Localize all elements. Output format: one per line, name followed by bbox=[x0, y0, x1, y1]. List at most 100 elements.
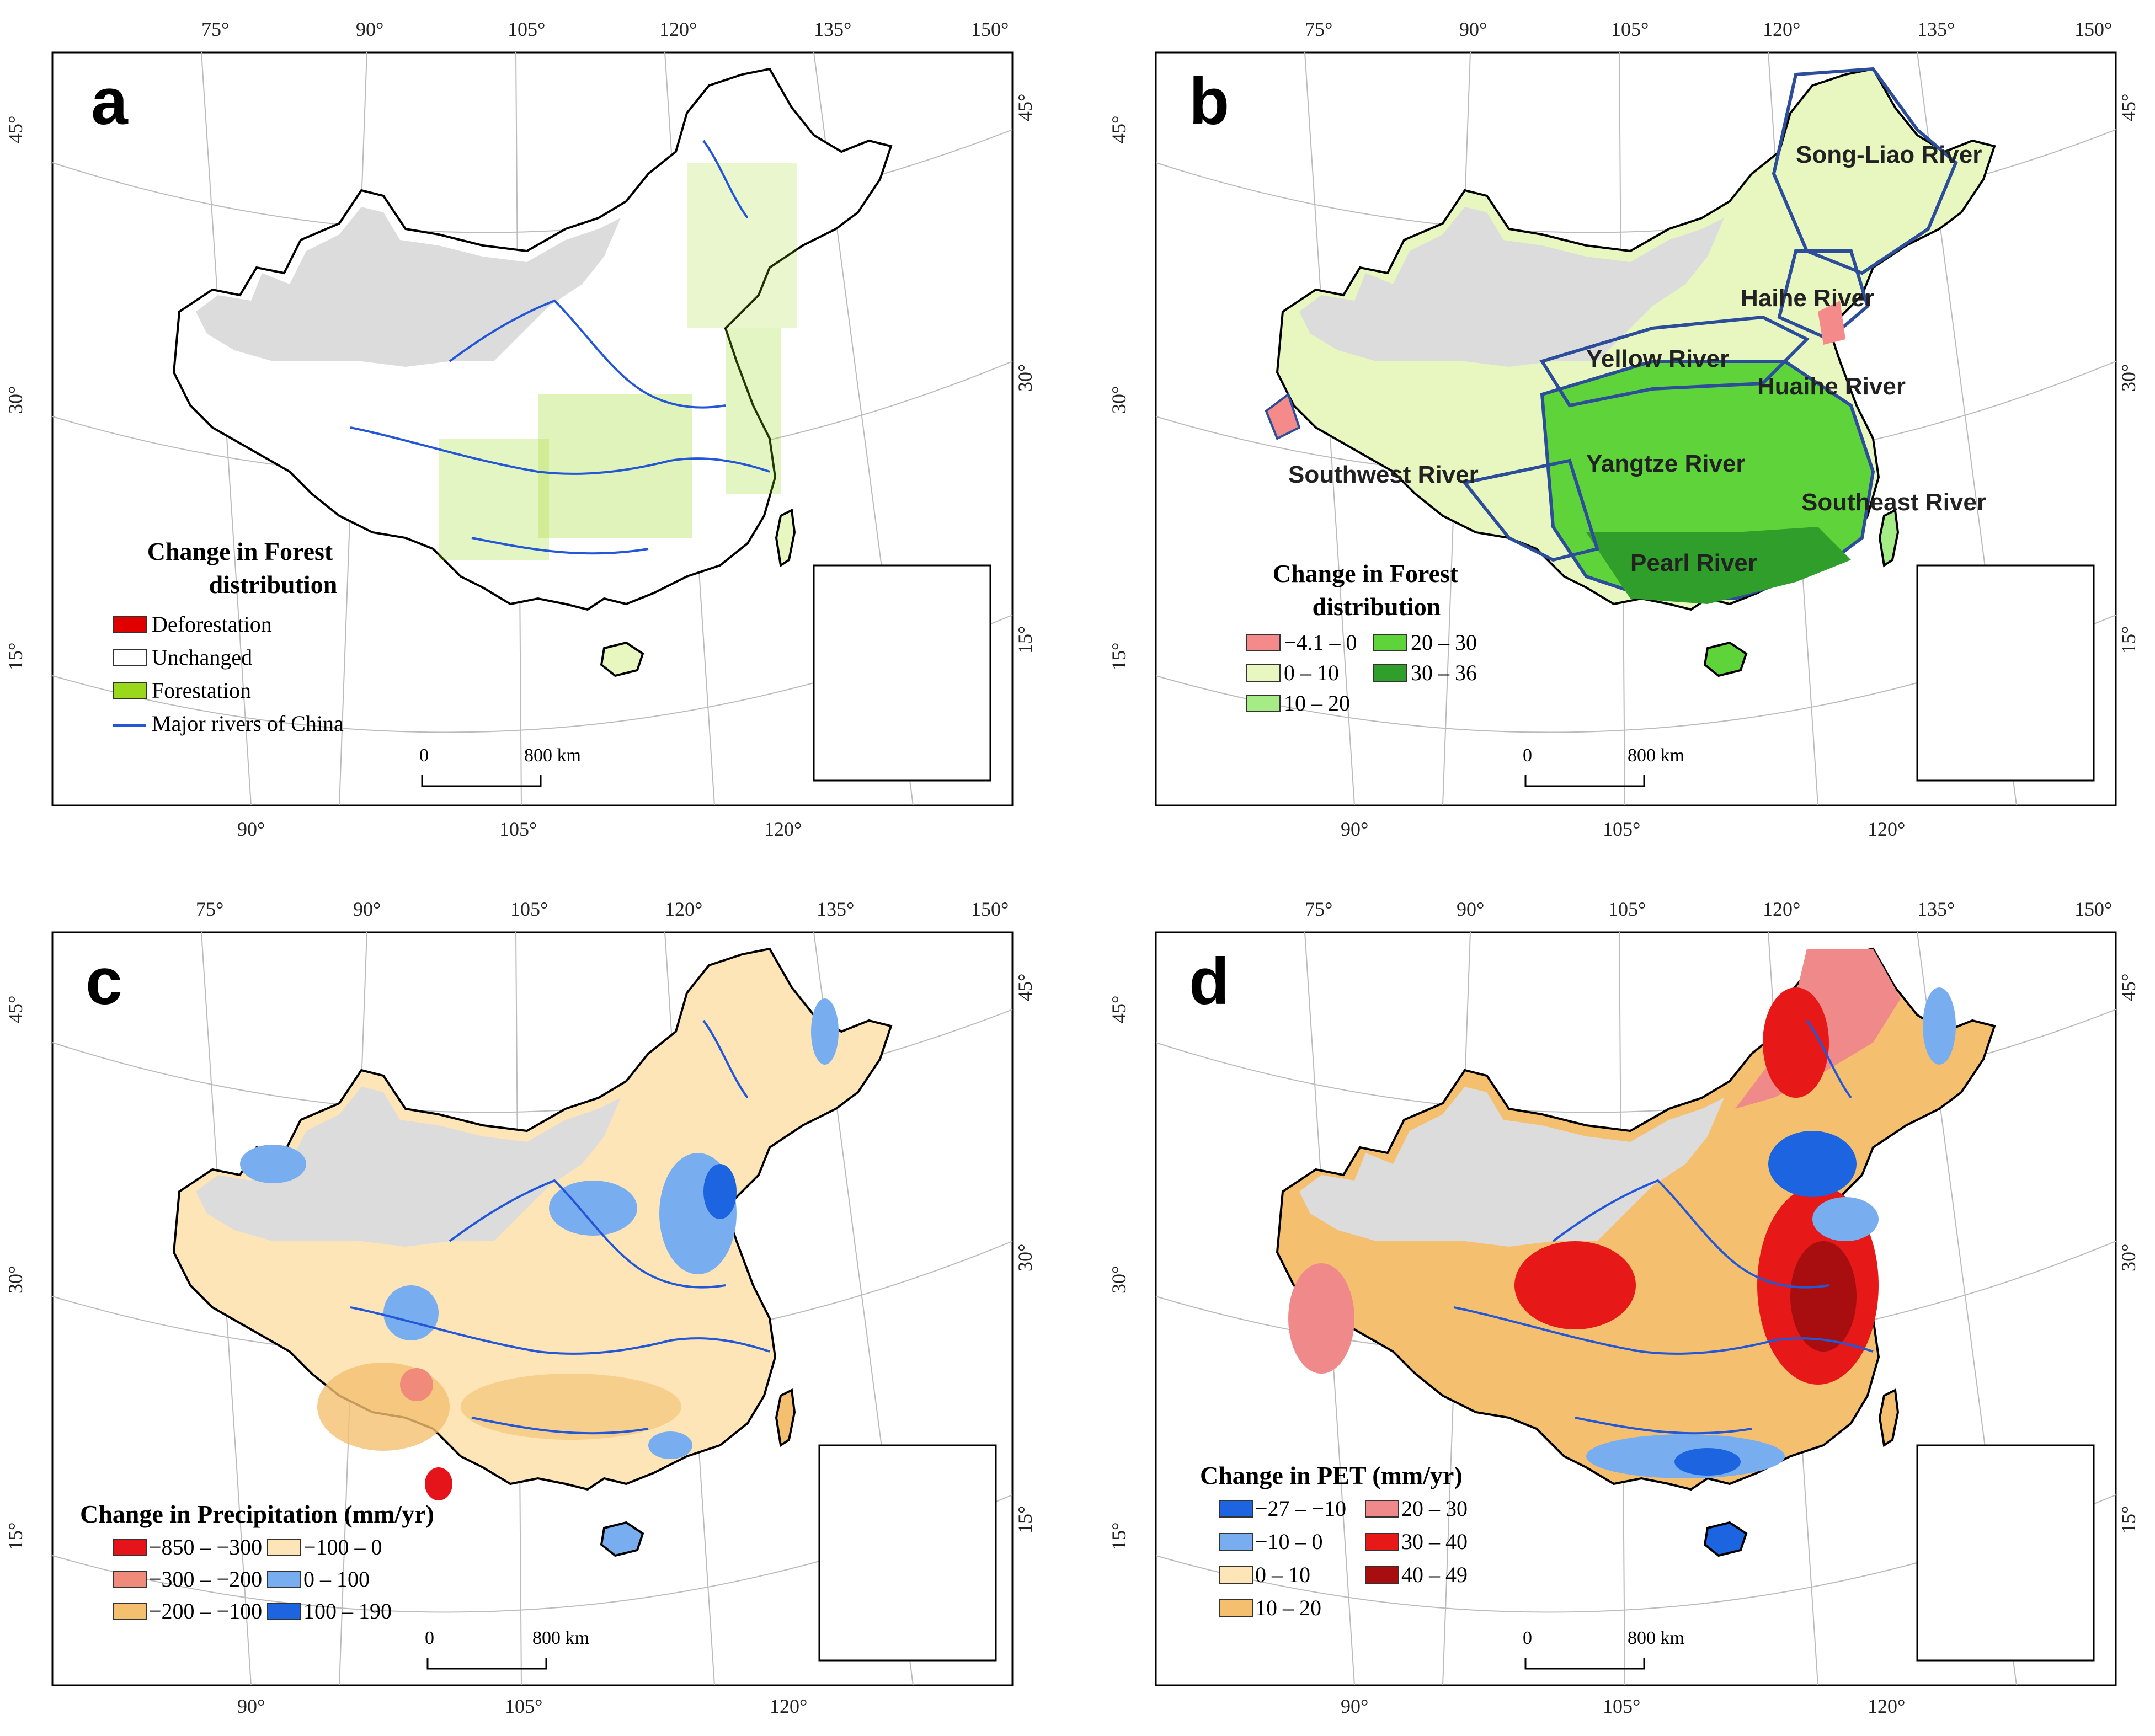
legend-label-6: 10 – 20 bbox=[1255, 1595, 1321, 1620]
legend-title: Change in PET (mm/yr) bbox=[1200, 1461, 1463, 1489]
tick-right: 30° bbox=[1014, 364, 1036, 392]
axis-labels-c: 75° 90° 105° 120° 135° 150° 90° 105° 120… bbox=[4, 898, 1036, 1717]
legend-label-4: 0 – 10 bbox=[1255, 1562, 1310, 1587]
legend-swatch-4 bbox=[1219, 1566, 1253, 1584]
panel-letter: b bbox=[1189, 65, 1229, 138]
tick-bottom: 90° bbox=[237, 818, 265, 840]
scale-start: 0 bbox=[419, 745, 429, 766]
legend-swatch-2 bbox=[113, 1571, 147, 1588]
tick-top: 120° bbox=[1763, 18, 1800, 40]
legend-swatch-6 bbox=[1219, 1599, 1253, 1617]
tick-left: 15° bbox=[4, 1523, 26, 1550]
tick-top: 90° bbox=[1459, 18, 1487, 40]
tick-top: 150° bbox=[971, 18, 1009, 40]
tick-top: 120° bbox=[659, 18, 697, 40]
label-yellow: Yellow River bbox=[1586, 345, 1729, 372]
tick-top: 135° bbox=[1917, 898, 1955, 920]
tick-right: 45° bbox=[1014, 94, 1036, 121]
tick-right: 15° bbox=[1014, 1506, 1036, 1534]
legend-label-deforestation: Deforestation bbox=[152, 612, 272, 637]
tick-top: 90° bbox=[356, 18, 383, 40]
legend-swatch-0 bbox=[1219, 1500, 1253, 1518]
tick-bottom: 90° bbox=[1341, 818, 1368, 840]
label-southwest: Southwest River bbox=[1288, 461, 1479, 488]
tick-top: 75° bbox=[196, 898, 223, 920]
hainan-island bbox=[1704, 1521, 1747, 1557]
tick-right: 45° bbox=[2117, 94, 2140, 121]
tick-left: 30° bbox=[1108, 386, 1130, 414]
tick-top: 90° bbox=[353, 898, 381, 920]
scale-bar: 0 800 km bbox=[419, 745, 581, 787]
tick-top: 150° bbox=[971, 898, 1009, 920]
panel-letter: c bbox=[86, 944, 122, 1018]
legend: Change in Precipitation (mm/yr) −850 – −… bbox=[80, 1500, 434, 1623]
tick-bottom: 105° bbox=[499, 818, 537, 840]
tick-left: 45° bbox=[1108, 116, 1130, 143]
south-china-sea-inset bbox=[1916, 564, 2095, 782]
taiwan-island bbox=[775, 509, 796, 567]
scale-end: 800 km bbox=[1628, 745, 1684, 766]
legend-label-5: 40 – 49 bbox=[1401, 1562, 1468, 1587]
legend-label-2: 0 – 10 bbox=[1284, 660, 1339, 685]
legend-swatch-5 bbox=[1365, 1566, 1399, 1584]
tick-left: 30° bbox=[1108, 1266, 1130, 1294]
legend-title-line1: Change in Forest bbox=[147, 537, 333, 565]
legend-title-line1: Change in Forest bbox=[1273, 559, 1459, 587]
legend-label-rivers: Major rivers of China bbox=[152, 711, 344, 736]
taiwan-island bbox=[1879, 509, 1899, 567]
legend-label-5: 100 – 190 bbox=[303, 1599, 392, 1623]
panel-b-basin-map: b Song-Liao River Haihe River Yellow Riv… bbox=[1155, 51, 2117, 806]
legend-label-4: −200 – −100 bbox=[149, 1599, 262, 1623]
map-frame bbox=[51, 51, 1014, 806]
legend-label-1: −100 – 0 bbox=[303, 1535, 382, 1559]
legend-label-1: 20 – 30 bbox=[1411, 630, 1477, 655]
map-frame bbox=[51, 931, 1014, 1686]
tick-left: 15° bbox=[4, 643, 26, 670]
legend-swatch-forestation bbox=[113, 682, 147, 699]
label-yangtze: Yangtze River bbox=[1586, 450, 1746, 477]
basin-haihe-decline bbox=[1818, 301, 1845, 345]
tick-bottom: 120° bbox=[764, 818, 802, 840]
tick-bottom: 120° bbox=[1868, 1695, 1905, 1717]
tick-top: 135° bbox=[817, 898, 854, 920]
tick-right: 30° bbox=[2117, 1244, 2140, 1272]
tick-top: 150° bbox=[2074, 898, 2112, 920]
tick-top: 75° bbox=[1305, 898, 1332, 920]
tick-top: 105° bbox=[508, 18, 545, 40]
tick-right: 45° bbox=[2117, 974, 2140, 1001]
tick-top: 120° bbox=[1763, 898, 1800, 920]
legend-label-2: −300 – −200 bbox=[149, 1567, 262, 1591]
southwest-decline-patch bbox=[1265, 392, 1301, 440]
basin-southwest bbox=[1461, 458, 1599, 562]
legend-swatch-1 bbox=[1365, 1500, 1399, 1518]
tick-left: 30° bbox=[4, 1266, 26, 1294]
axis-labels-b: 75° 90° 105° 120° 135° 150° 90° 105° 120… bbox=[1108, 18, 2140, 840]
legend: Change in PET (mm/yr) −27 – −10 20 – 30 … bbox=[1200, 1461, 1468, 1620]
tick-left: 15° bbox=[1108, 1523, 1130, 1550]
tick-left: 45° bbox=[1108, 996, 1130, 1023]
legend-swatch-4 bbox=[1246, 695, 1281, 712]
tick-top: 135° bbox=[814, 18, 851, 40]
south-china-sea-inset bbox=[1916, 1444, 2095, 1662]
precip-patches bbox=[240, 998, 839, 1500]
legend-swatch-unchanged bbox=[113, 649, 147, 666]
panel-c-precipitation-map: c Change in Precipitation (mm/yr) −850 –… bbox=[51, 931, 1014, 1686]
tick-top: 105° bbox=[1608, 898, 1646, 920]
axis-labels-d: 75° 90° 105° 120° 135° 150° 90° 105° 120… bbox=[1108, 898, 2140, 1717]
legend: Change in Forest distribution Deforestat… bbox=[113, 537, 344, 736]
legend-label-0: −850 – −300 bbox=[149, 1535, 262, 1559]
scale-start: 0 bbox=[1523, 745, 1532, 766]
panel-a-forest-map: a Change in Forest distribution Deforest… bbox=[51, 51, 1014, 806]
legend-swatch-3 bbox=[1373, 664, 1407, 682]
legend: Change in Forest distribution −4.1 – 0 2… bbox=[1246, 559, 1477, 715]
label-haihe: Haihe River bbox=[1741, 285, 1874, 312]
hainan-island bbox=[600, 642, 644, 677]
scale-start: 0 bbox=[425, 1628, 434, 1648]
tick-right: 30° bbox=[1014, 1244, 1036, 1272]
legend-label-0: −4.1 – 0 bbox=[1284, 630, 1357, 655]
pet-patches bbox=[1288, 949, 1956, 1478]
scale-end: 800 km bbox=[524, 745, 581, 766]
scale-end: 800 km bbox=[1628, 1628, 1684, 1648]
tick-top: 135° bbox=[1917, 18, 1955, 40]
taiwan-island bbox=[775, 1389, 796, 1446]
